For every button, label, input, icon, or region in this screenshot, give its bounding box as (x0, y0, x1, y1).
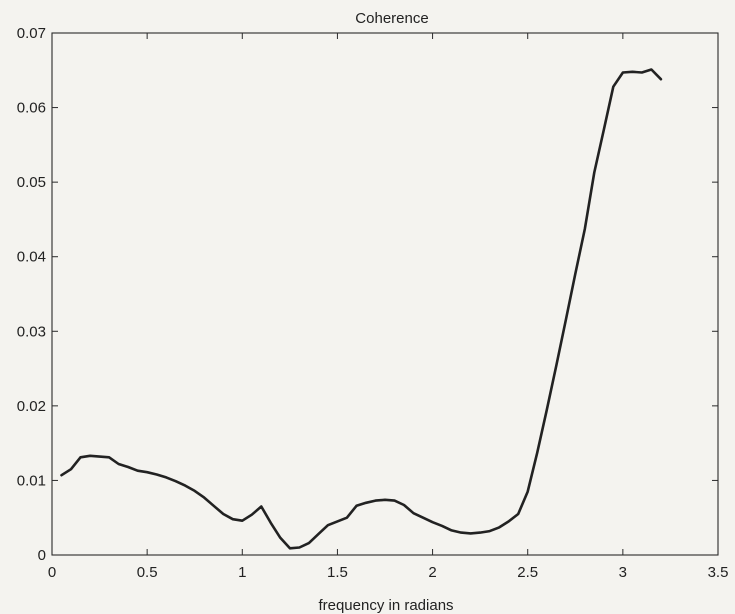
y-tick-label: 0.05 (17, 174, 46, 191)
plot-frame (51, 32, 719, 556)
x-tick-label: 3 (619, 564, 627, 581)
chart-title: Coherence (355, 10, 428, 27)
y-tick-label: 0.03 (17, 323, 46, 340)
x-tick-label: 0 (48, 564, 56, 581)
x-tick-label: 2.5 (517, 564, 538, 581)
y-tick-label: 0.01 (17, 472, 46, 489)
y-tick-label: 0 (38, 547, 46, 564)
y-tick-label: 0.06 (17, 100, 46, 117)
y-tick-label: 0.07 (17, 25, 46, 42)
y-tick-label: 0.02 (17, 398, 46, 415)
axes-layer: 0 0.5 1 1.5 2 2.5 3 3.5 0 0.01 0.02 0.03 0.04 0.05 0.0… (17, 25, 729, 581)
x-axis-title: frequency in radians (318, 597, 453, 614)
coherence-series-line (60, 68, 663, 550)
x-tick-label: 1.5 (327, 564, 348, 581)
y-tick-label: 0.04 (17, 249, 46, 266)
x-tick-label: 1 (238, 564, 246, 581)
x-tick-label: 3.5 (708, 564, 729, 581)
x-tick-label: 0.5 (137, 564, 158, 581)
series-layer (60, 68, 663, 550)
x-tick-label: 2 (428, 564, 436, 581)
